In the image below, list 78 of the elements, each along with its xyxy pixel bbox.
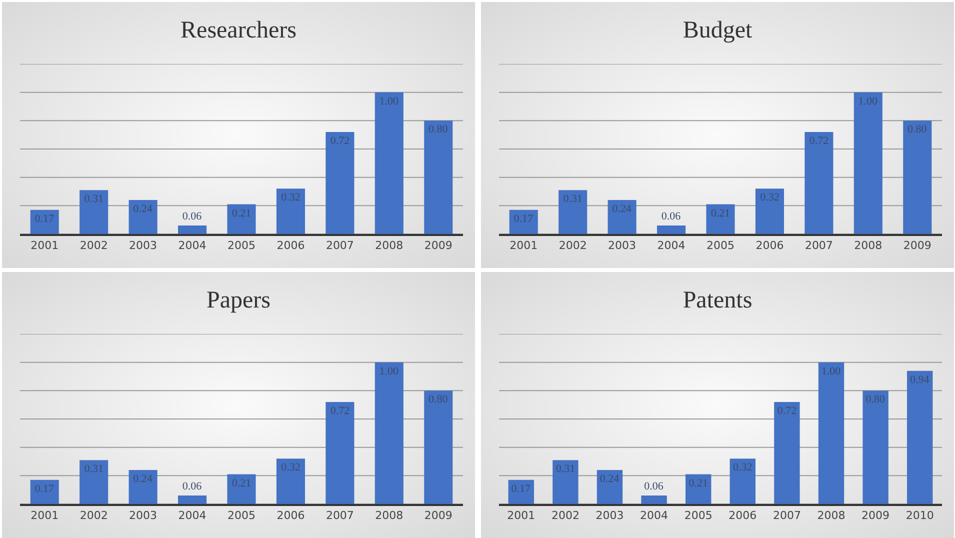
- data-label: 0.80: [428, 124, 448, 136]
- data-label: 0.32: [281, 462, 300, 474]
- chart-title: Patents: [682, 287, 752, 314]
- data-label: 0.06: [644, 480, 664, 492]
- x-tick-label: 2004: [178, 239, 206, 252]
- x-tick-label: 2001: [510, 239, 538, 252]
- x-tick-label: 2004: [640, 509, 668, 522]
- x-tick-label: 2003: [608, 239, 636, 252]
- x-tick-label: 2007: [326, 239, 354, 252]
- x-tick-label: 2002: [558, 239, 587, 252]
- x-tick-label: 2005: [228, 509, 256, 522]
- x-tick-label: 2003: [596, 509, 624, 522]
- data-label: 0.32: [760, 192, 780, 204]
- data-label: 1.00: [821, 365, 842, 378]
- x-tick-label: 2007: [772, 509, 801, 522]
- x-tick-label: 2003: [129, 509, 158, 522]
- x-tick-label: 2005: [706, 239, 734, 252]
- data-label: 0.17: [511, 482, 532, 495]
- x-tick-label: 2009: [903, 239, 932, 252]
- data-label: 0.32: [281, 192, 300, 204]
- data-label: 0.31: [563, 193, 582, 206]
- x-tick-label: 2002: [551, 509, 580, 522]
- data-label: 0.80: [866, 394, 886, 406]
- x-tick-label: 2008: [375, 239, 404, 252]
- chart-title: Papers: [206, 287, 270, 314]
- data-label: 0.17: [514, 212, 534, 225]
- data-label: 0.31: [84, 193, 104, 206]
- data-label: 0.24: [133, 473, 153, 485]
- x-tick-label: 2010: [906, 509, 934, 522]
- data-label: 0.24: [133, 203, 153, 215]
- data-label: 0.06: [661, 210, 682, 222]
- data-label: 0.21: [710, 207, 730, 220]
- x-tick-label: 2006: [276, 509, 305, 522]
- x-tick-label: 2001: [507, 509, 536, 522]
- x-tick-label: 2009: [424, 509, 452, 522]
- data-label: 0.17: [34, 482, 54, 495]
- data-label: 0.72: [330, 135, 350, 147]
- data-label: 1.00: [858, 95, 878, 108]
- data-label: 1.00: [379, 95, 400, 108]
- data-label: 0.24: [612, 203, 632, 215]
- x-tick-label: 2005: [684, 509, 712, 522]
- data-label: 0.72: [330, 405, 350, 417]
- x-tick-label: 2006: [728, 509, 757, 522]
- x-tick-label: 2004: [657, 239, 686, 252]
- data-label: 0.17: [34, 212, 54, 225]
- data-label: 0.31: [556, 463, 576, 476]
- data-label: 0.24: [600, 472, 620, 485]
- x-tick-label: 2009: [424, 239, 452, 252]
- data-label: 0.32: [733, 462, 752, 474]
- x-tick-label: 2004: [178, 509, 206, 522]
- data-label: 0.06: [182, 210, 202, 222]
- x-tick-label: 2006: [276, 239, 305, 252]
- x-tick-label: 2001: [30, 239, 59, 252]
- x-tick-label: 2009: [862, 509, 890, 522]
- x-tick-label: 2001: [30, 509, 59, 522]
- chart-title: Researchers: [180, 17, 296, 44]
- x-tick-label: 2008: [375, 509, 404, 522]
- x-tick-label: 2007: [326, 509, 354, 522]
- data-label: 0.21: [232, 477, 252, 490]
- x-tick-label: 2002: [80, 239, 108, 252]
- data-label: 0.72: [809, 135, 829, 147]
- x-tick-label: 2008: [817, 509, 846, 522]
- x-tick-label: 2008: [854, 239, 882, 252]
- x-tick-label: 2006: [756, 239, 784, 252]
- chart-title: Budget: [682, 17, 752, 44]
- x-tick-label: 2005: [228, 239, 256, 252]
- data-label: 0.06: [182, 480, 202, 492]
- data-label: 0.94: [910, 374, 930, 386]
- data-label: 0.80: [428, 394, 448, 406]
- x-tick-label: 2002: [80, 509, 108, 522]
- data-label: 0.21: [232, 207, 252, 220]
- x-tick-label: 2003: [129, 239, 158, 252]
- data-label: 1.00: [379, 365, 400, 378]
- data-label: 0.31: [84, 463, 104, 476]
- data-label: 0.80: [908, 124, 928, 136]
- data-label: 0.72: [777, 405, 797, 417]
- data-label: 0.21: [688, 477, 708, 490]
- x-tick-label: 2007: [804, 239, 833, 252]
